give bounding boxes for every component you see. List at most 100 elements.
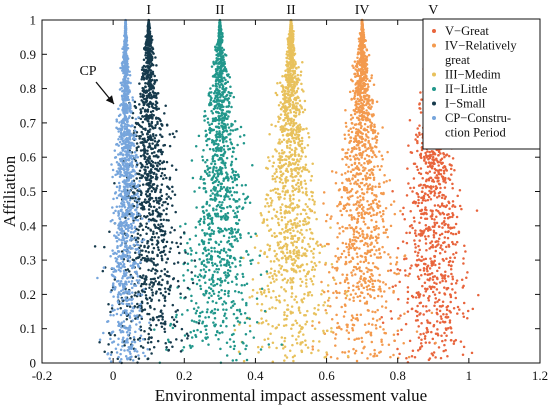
data-point bbox=[429, 165, 433, 169]
data-point bbox=[428, 309, 431, 312]
data-point bbox=[335, 313, 338, 317]
data-point bbox=[403, 254, 406, 258]
data-point bbox=[217, 337, 220, 341]
data-point bbox=[368, 207, 371, 210]
data-point bbox=[266, 284, 270, 288]
data-point bbox=[222, 154, 225, 158]
data-point bbox=[347, 129, 350, 133]
data-point bbox=[223, 271, 227, 274]
data-point bbox=[355, 130, 358, 134]
data-point bbox=[235, 358, 238, 362]
data-point bbox=[216, 212, 219, 216]
data-point bbox=[346, 354, 350, 358]
data-point bbox=[281, 203, 284, 206]
data-point bbox=[414, 234, 418, 238]
data-point bbox=[438, 291, 441, 295]
data-point bbox=[417, 258, 421, 261]
data-point bbox=[281, 93, 285, 97]
data-point bbox=[363, 183, 366, 187]
data-point bbox=[367, 85, 370, 89]
data-point bbox=[226, 259, 229, 262]
data-point bbox=[364, 256, 367, 259]
data-point bbox=[436, 300, 439, 303]
data-point bbox=[350, 146, 354, 150]
data-point bbox=[362, 100, 366, 104]
data-point bbox=[375, 100, 379, 103]
data-point bbox=[447, 260, 451, 264]
data-point bbox=[281, 133, 285, 137]
data-point bbox=[444, 222, 447, 226]
data-point bbox=[454, 243, 457, 246]
data-point bbox=[289, 203, 292, 207]
data-point bbox=[424, 223, 428, 227]
data-point bbox=[296, 230, 299, 233]
data-point bbox=[418, 301, 422, 305]
data-point bbox=[396, 247, 400, 250]
data-point bbox=[437, 164, 440, 167]
data-point bbox=[347, 337, 351, 341]
data-point bbox=[451, 205, 454, 208]
data-point bbox=[293, 64, 296, 68]
data-point bbox=[303, 314, 306, 317]
data-point bbox=[456, 194, 459, 198]
data-point bbox=[217, 215, 220, 218]
data-point bbox=[426, 278, 429, 281]
data-point bbox=[289, 31, 293, 35]
data-point bbox=[371, 261, 375, 265]
data-point bbox=[223, 312, 227, 315]
data-point bbox=[354, 292, 357, 295]
data-point bbox=[450, 339, 453, 342]
data-point bbox=[275, 298, 278, 302]
data-point bbox=[235, 222, 239, 226]
data-point bbox=[331, 266, 334, 269]
data-point bbox=[447, 226, 450, 229]
data-point bbox=[292, 118, 296, 122]
data-point bbox=[283, 124, 287, 127]
data-point bbox=[302, 297, 306, 300]
data-point bbox=[217, 294, 220, 298]
data-point bbox=[285, 127, 288, 131]
data-point bbox=[437, 153, 440, 157]
data-point bbox=[300, 142, 304, 146]
data-point bbox=[312, 252, 315, 255]
data-point bbox=[223, 82, 227, 86]
data-point bbox=[213, 262, 217, 266]
data-point bbox=[283, 254, 287, 258]
data-point bbox=[281, 105, 284, 109]
data-point bbox=[297, 331, 301, 334]
data-point bbox=[395, 256, 399, 259]
data-point bbox=[420, 322, 423, 325]
data-point bbox=[434, 169, 438, 172]
data-point bbox=[356, 134, 360, 137]
data-point bbox=[368, 168, 372, 172]
data-point bbox=[230, 244, 234, 248]
data-point bbox=[300, 350, 304, 354]
data-point bbox=[297, 306, 301, 310]
data-point bbox=[354, 349, 358, 353]
data-point bbox=[396, 268, 399, 271]
data-point bbox=[444, 205, 447, 209]
data-point bbox=[438, 309, 442, 313]
data-point bbox=[357, 61, 361, 65]
data-point bbox=[362, 277, 366, 281]
data-point bbox=[439, 246, 442, 249]
data-point bbox=[347, 148, 350, 151]
data-point bbox=[228, 75, 232, 79]
data-point bbox=[295, 174, 298, 178]
data-point bbox=[348, 224, 351, 227]
data-point bbox=[376, 241, 379, 245]
data-point bbox=[425, 310, 428, 313]
data-point bbox=[304, 192, 308, 195]
data-point bbox=[290, 295, 293, 299]
data-point bbox=[414, 138, 417, 141]
data-point bbox=[292, 250, 295, 253]
data-point bbox=[348, 238, 352, 241]
data-point bbox=[215, 282, 219, 286]
data-point bbox=[274, 307, 277, 310]
data-point bbox=[215, 301, 218, 305]
data-point bbox=[264, 294, 268, 298]
data-point bbox=[362, 34, 366, 38]
data-point bbox=[280, 173, 283, 177]
data-point bbox=[258, 287, 262, 291]
data-point bbox=[380, 340, 383, 343]
